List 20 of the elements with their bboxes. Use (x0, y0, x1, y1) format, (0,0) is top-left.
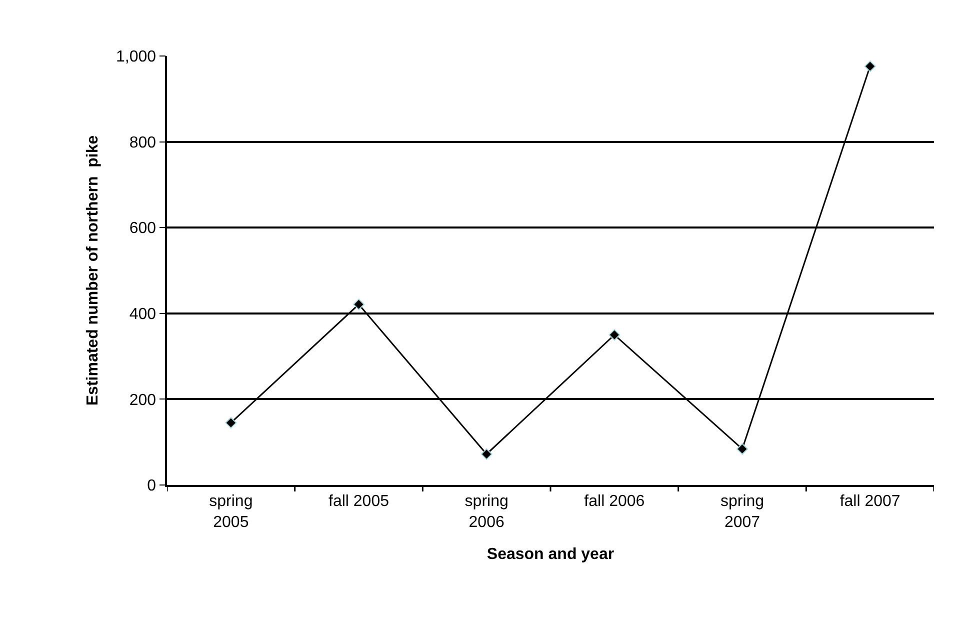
y-tick-label: 400 (129, 306, 156, 323)
y-tick-label: 1,000 (116, 48, 156, 66)
x-axis-title: Season and year (486, 546, 614, 563)
point (480, 448, 492, 460)
point (736, 443, 748, 455)
point (353, 298, 364, 310)
y-tick-label: 0 (147, 478, 156, 495)
point (225, 417, 237, 428)
x-tick-label: spring 2005 (209, 492, 253, 531)
x-tick-label: fall 2007 (840, 492, 900, 510)
x-tick-label: fall 2005 (328, 492, 390, 510)
x-tick-label: spring 2006 (464, 492, 508, 531)
y-tick-label: 600 (129, 220, 156, 238)
x-tick-label: fall 2006 (584, 492, 645, 510)
y-tick-label: 200 (129, 392, 156, 409)
x-tick-label: spring 2007 (720, 492, 764, 531)
point (608, 329, 620, 341)
y-tick-label: 800 (129, 134, 156, 152)
point (864, 60, 876, 72)
y-axis-title: Estimated number of northern pike (84, 135, 102, 406)
